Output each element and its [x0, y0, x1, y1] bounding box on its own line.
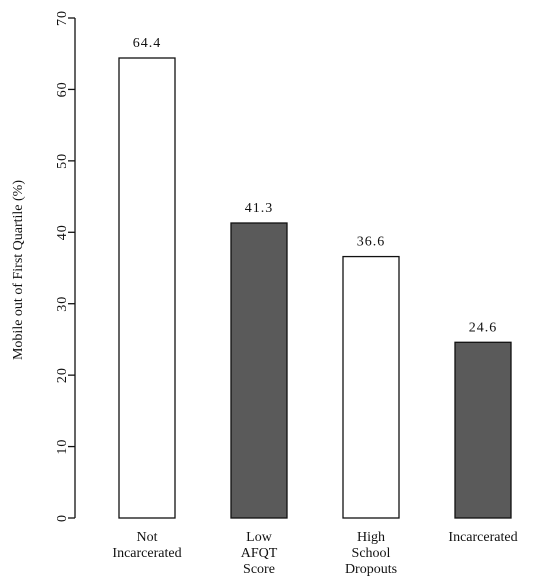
- category-labels: NotIncarceratedLowAFQTScoreHighSchoolDro…: [112, 530, 517, 577]
- bar: [118, 57, 176, 519]
- y-tick-label: 60: [55, 81, 70, 97]
- y-tick-label: 0: [55, 514, 70, 522]
- y-axis: 0 10 20 30 40 50 60 70: [55, 10, 76, 522]
- category-label: Score: [243, 562, 275, 577]
- y-tick-label: 30: [55, 296, 70, 312]
- value-labels: 64.4 41.3 36.6 24.6: [133, 36, 498, 335]
- data-label: 36.6: [357, 235, 386, 250]
- data-label: 64.4: [133, 36, 162, 51]
- y-axis-label: Mobile out of First Quartile (%): [11, 180, 26, 360]
- bar: [454, 341, 512, 519]
- category-label: Incarcerated: [448, 530, 517, 545]
- y-tick-label: 50: [55, 153, 70, 169]
- y-tick-label: 20: [55, 367, 70, 383]
- y-tick-label: 40: [55, 224, 70, 240]
- category-label: Low: [246, 530, 273, 545]
- category-label: Incarcerated: [112, 546, 181, 561]
- data-label: 24.6: [469, 320, 498, 335]
- category-label: High: [357, 530, 385, 545]
- bar: [230, 222, 288, 519]
- category-label: School: [352, 546, 391, 561]
- category-label: Not: [137, 530, 158, 545]
- data-label: 41.3: [245, 201, 274, 216]
- category-label: Dropouts: [345, 562, 397, 577]
- category-label: AFQT: [241, 546, 278, 561]
- y-tick-label: 10: [55, 439, 70, 455]
- y-tick-label: 70: [55, 10, 70, 26]
- bar: [342, 255, 400, 519]
- bars: [118, 57, 512, 519]
